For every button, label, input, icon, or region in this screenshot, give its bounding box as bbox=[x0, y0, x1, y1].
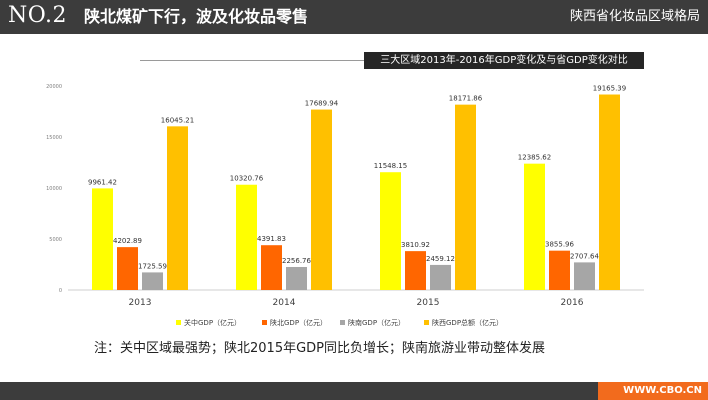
bar bbox=[405, 251, 426, 290]
bar bbox=[117, 247, 138, 290]
section-number: NO.2 bbox=[8, 3, 67, 28]
bar bbox=[430, 264, 451, 290]
legend-label: 陕西GDP总额（亿元） bbox=[432, 318, 503, 327]
page-title: 陕北煤矿下行，波及化妆品零售 bbox=[84, 7, 309, 26]
data-label: 9961.42 bbox=[88, 178, 117, 186]
data-label: 4202.89 bbox=[113, 237, 142, 245]
bar bbox=[311, 109, 332, 290]
y-tick-label: 15000 bbox=[46, 135, 62, 141]
footer-accent bbox=[598, 382, 708, 400]
section-title: 陕西省化妆品区域格局 bbox=[569, 9, 700, 24]
bar bbox=[142, 272, 163, 290]
chart-title: 三大区域2013年-2016年GDP变化及与省GDP变化对比 bbox=[364, 52, 644, 69]
data-label: 3855.96 bbox=[545, 241, 574, 249]
data-label: 16045.21 bbox=[161, 116, 194, 124]
y-tick-label: 10000 bbox=[46, 186, 62, 192]
data-label: 18171.86 bbox=[449, 95, 483, 103]
footer-url: WWW.CBO.CN bbox=[623, 385, 702, 396]
header-bar: NO.2 陕北煤矿下行，波及化妆品零售 陕西省化妆品区域格局 bbox=[0, 0, 708, 34]
bar-chart: 0 5000 10000 15000 20000 9961.42 4202.89 1725.5… bbox=[46, 84, 644, 327]
data-label: 19165.39 bbox=[593, 85, 626, 93]
bar bbox=[549, 250, 570, 290]
data-label: 4391.83 bbox=[257, 235, 286, 243]
data-label: 12385.62 bbox=[518, 154, 551, 162]
bar bbox=[574, 262, 595, 290]
legend-label: 陕北GDP（亿元） bbox=[270, 318, 327, 327]
footer-bar: WWW.CBO.CN bbox=[0, 382, 708, 400]
bar bbox=[261, 245, 282, 290]
bar bbox=[167, 126, 188, 290]
data-label: 3810.92 bbox=[401, 241, 430, 249]
legend-swatch bbox=[340, 320, 345, 325]
bar bbox=[236, 184, 257, 290]
chart-note: 注：关中区域最强势；陕北2015年GDP同比负增长；陕南旅游业带动整体发展 bbox=[94, 341, 546, 356]
x-tick-label: 2013 bbox=[129, 298, 152, 308]
y-tick-label: 20000 bbox=[46, 84, 62, 90]
y-tick-label: 5000 bbox=[49, 237, 62, 243]
x-tick-label: 2015 bbox=[417, 298, 440, 308]
bar bbox=[380, 172, 401, 290]
chart-title-rule bbox=[140, 60, 364, 61]
data-label: 2459.12 bbox=[426, 255, 455, 263]
legend-swatch bbox=[176, 320, 181, 325]
x-tick-label: 2016 bbox=[561, 298, 584, 308]
bar bbox=[92, 188, 113, 290]
legend-label: 关中GDP（亿元） bbox=[184, 318, 241, 327]
y-tick-label: 0 bbox=[59, 288, 62, 294]
data-label: 11548.15 bbox=[374, 162, 407, 170]
bar bbox=[524, 163, 545, 290]
bar bbox=[599, 94, 620, 290]
legend-swatch bbox=[424, 320, 429, 325]
bar bbox=[286, 266, 307, 290]
x-tick-label: 2014 bbox=[273, 298, 296, 308]
data-label: 10320.76 bbox=[230, 175, 264, 183]
legend-swatch bbox=[262, 320, 267, 325]
legend-label: 陕南GDP（亿元） bbox=[348, 318, 405, 327]
data-label: 2256.76 bbox=[282, 257, 311, 265]
data-label: 2707.64 bbox=[570, 252, 599, 260]
bar bbox=[455, 104, 476, 290]
data-label: 1725.59 bbox=[138, 262, 167, 270]
data-label: 17689.94 bbox=[305, 100, 339, 108]
